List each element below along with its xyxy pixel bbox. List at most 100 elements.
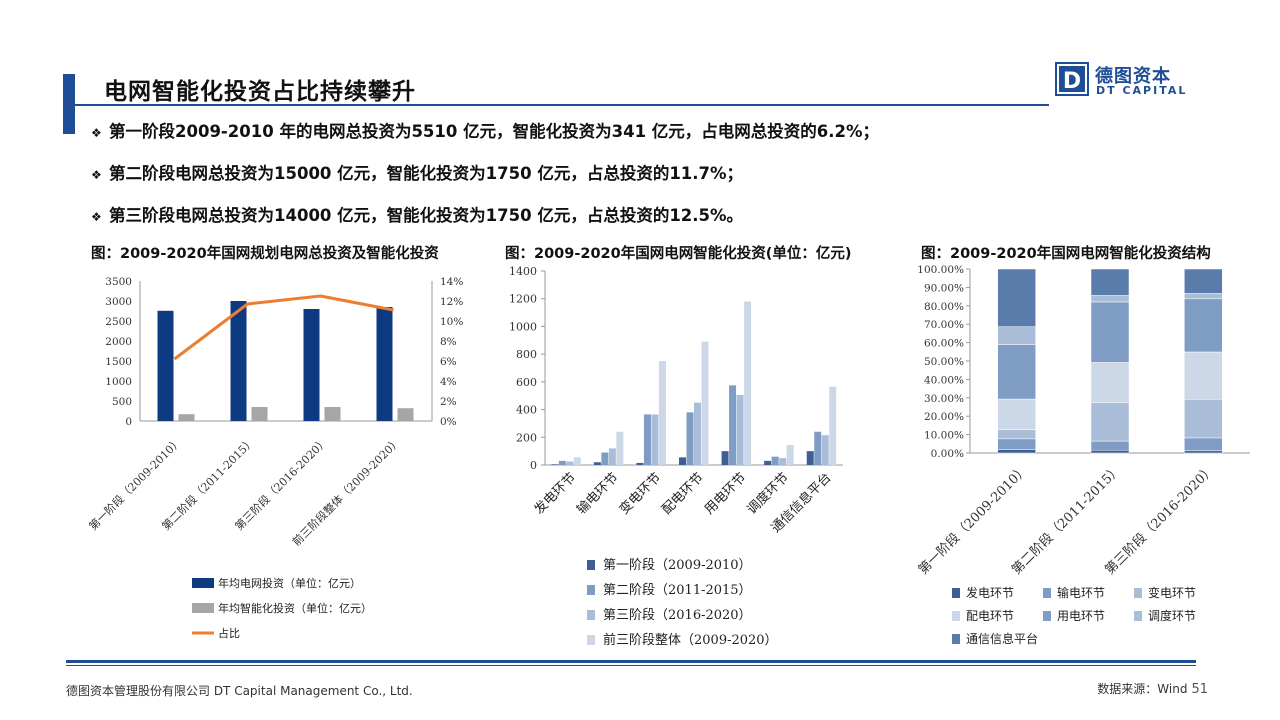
- chart3-segment-2: [997, 438, 1036, 450]
- chart2-y-tick-label: 200: [516, 431, 537, 444]
- page-title: 电网智能化投资占比持续攀升: [104, 79, 416, 105]
- chart3-segment-6: [1184, 293, 1223, 300]
- chart2-legend-swatch-2: [587, 610, 595, 620]
- chart3-segment-2: [1184, 437, 1223, 452]
- chart1-y2-tick-label: 8%: [440, 336, 457, 348]
- chart3-legend-label-5: 调度环节: [1148, 608, 1196, 623]
- footer-rule-thin: [66, 665, 1196, 666]
- chart3-segment-7: [1090, 268, 1130, 296]
- chart2-y-tick-label: 600: [516, 376, 537, 389]
- chart1-title: 图：2009-2020年国网规划电网总投资及智能化投资: [91, 246, 439, 262]
- chart1-y-tick-label: 3500: [105, 276, 132, 288]
- data-source: 数据来源：Wind: [1097, 682, 1188, 696]
- chart3-legend-swatch-6: [952, 634, 960, 644]
- chart2-bar-stage-4: [573, 457, 581, 465]
- chart1-y-tick-label: 2500: [105, 316, 132, 328]
- chart3-segment-5: [1090, 301, 1130, 363]
- footer-company: 德图资本管理股份有限公司 DT Capital Management Co., …: [66, 684, 413, 698]
- bullet-point-3: ❖ 第三阶段电网总投资为14000 亿元，智能化投资为1750 亿元，占总投资的1…: [91, 202, 743, 226]
- chart3-title: 图：2009-2020年国网电网智能化投资结构: [921, 246, 1211, 262]
- chart2-bar-stage-4: [829, 386, 837, 465]
- chart1-bar-smart-investment: [178, 414, 195, 421]
- chart1-ratio-line: [173, 294, 394, 361]
- chart3-legend-swatch-3: [952, 611, 960, 621]
- chart3-legend-label-3: 配电环节: [966, 609, 1014, 623]
- chart2-bar-stage-3: [651, 414, 659, 465]
- chart3-x-tick-label: 第三阶段（2016-2020）: [1103, 462, 1219, 578]
- chart1-y2-tick-label: 14%: [440, 276, 463, 288]
- chart2-bar-stage-2: [686, 412, 694, 465]
- chart1-y-tick-label: 2000: [105, 336, 132, 348]
- chart2-bar-stage-2: [814, 431, 822, 465]
- chart1-y-tick-label: 1500: [105, 356, 132, 368]
- chart3-y-tick-label: 30.00%: [924, 393, 964, 405]
- chart2-bar-stage-1: [593, 462, 601, 465]
- chart3-segment-4: [997, 398, 1036, 430]
- chart3-legend-label-6: 通信信息平台: [966, 631, 1038, 646]
- chart3-segment-3: [1090, 402, 1130, 442]
- chart2-bar-stage-2: [729, 385, 737, 465]
- chart2-y-tick-label: 800: [516, 348, 537, 361]
- chart2-bar-stage-3: [608, 448, 616, 465]
- chart1-y2-tick-label: 2%: [440, 396, 457, 408]
- chart2-legend-label-1: 第二阶段（2011-2015）: [603, 583, 752, 598]
- chart3-legend-swatch-4: [1043, 611, 1051, 621]
- chart3-y-tick-label: 100.00%: [917, 264, 964, 276]
- chart2-legend-swatch-1: [587, 585, 595, 595]
- chart2-bar-stage-2: [771, 456, 779, 465]
- chart1-y2-tick-label: 6%: [440, 356, 457, 368]
- chart2-bar-stage-2: [558, 460, 566, 465]
- chart3-y-tick-label: 10.00%: [924, 430, 964, 442]
- chart3-legend-label-0: 发电环节: [966, 585, 1014, 600]
- chart2-x-tick-label: 变电环节: [616, 470, 664, 518]
- logo-letter: D: [1063, 69, 1081, 94]
- page-number: 51: [1191, 682, 1208, 697]
- chart2-bar-stage-4: [616, 431, 624, 465]
- footer-rule: [66, 660, 1196, 663]
- chart2-bar-stage-4: [744, 301, 752, 465]
- chart2-bar-stage-3: [779, 458, 787, 465]
- chart2-legend-swatch-0: [587, 560, 595, 570]
- chart1-y2-tick-label: 0%: [440, 416, 457, 428]
- chart2-bar-stage-3: [821, 435, 829, 465]
- title-accent-bar: [63, 74, 75, 134]
- chart3-legend-label-1: 输电环节: [1057, 585, 1105, 600]
- chart2-legend-swatch-3: [587, 635, 595, 645]
- chart2-legend-label-3: 前三阶段整体（2009-2020）: [603, 632, 778, 648]
- chart1-y2-tick-label: 12%: [440, 296, 463, 308]
- chart3-y-tick-label: 80.00%: [924, 301, 964, 313]
- chart2-bar-stage-4: [701, 341, 709, 465]
- chart2-bar-stage-2: [601, 452, 609, 465]
- chart2-y-tick-label: 1200: [509, 293, 537, 306]
- chart3-segment-7: [1184, 268, 1223, 294]
- chart1-bar-grid-investment: [303, 309, 320, 421]
- chart2-bar-stage-2: [643, 414, 651, 465]
- chart1-bar-smart-investment: [324, 407, 341, 421]
- chart1-bar-grid-investment: [230, 301, 247, 421]
- chart3-y-tick-label: 0.00%: [931, 448, 964, 460]
- chart1-y2-tick-label: 4%: [440, 376, 457, 388]
- chart3-y-tick-label: 60.00%: [924, 338, 964, 350]
- logo-mark-icon: D: [1055, 62, 1089, 96]
- chart1-legend-swatch-0: [192, 578, 214, 588]
- chart3-segment-3: [1184, 399, 1223, 439]
- chart2-bar-stage-1: [721, 451, 729, 465]
- chart3-legend-swatch-5: [1134, 611, 1142, 621]
- chart1-legend-label-2: 占比: [218, 626, 240, 640]
- diamond-bullet-icon: ❖: [91, 210, 102, 224]
- chart2-y-tick-label: 1000: [509, 320, 537, 333]
- chart2-x-tick-label: 发电环节: [531, 470, 579, 518]
- chart2-bar-stage-1: [679, 457, 686, 465]
- logo-chinese-name: 德图资本: [1095, 66, 1171, 87]
- chart1-legend-label-0: 年均电网投资（单位：亿元）: [218, 576, 361, 590]
- chart1-y-tick-label: 3000: [105, 296, 132, 308]
- chart3-segment-4: [1184, 351, 1223, 400]
- chart3-segment-4: [1090, 362, 1130, 403]
- chart2-legend-label-0: 第一阶段（2009-2010）: [603, 558, 752, 573]
- chart2-bar-stage-4: [786, 444, 794, 465]
- chart3-legend-label-2: 变电环节: [1148, 585, 1196, 600]
- chart3-segment-5: [1184, 298, 1223, 353]
- chart3-legend-swatch-2: [1134, 588, 1142, 598]
- diamond-bullet-icon: ❖: [91, 168, 102, 182]
